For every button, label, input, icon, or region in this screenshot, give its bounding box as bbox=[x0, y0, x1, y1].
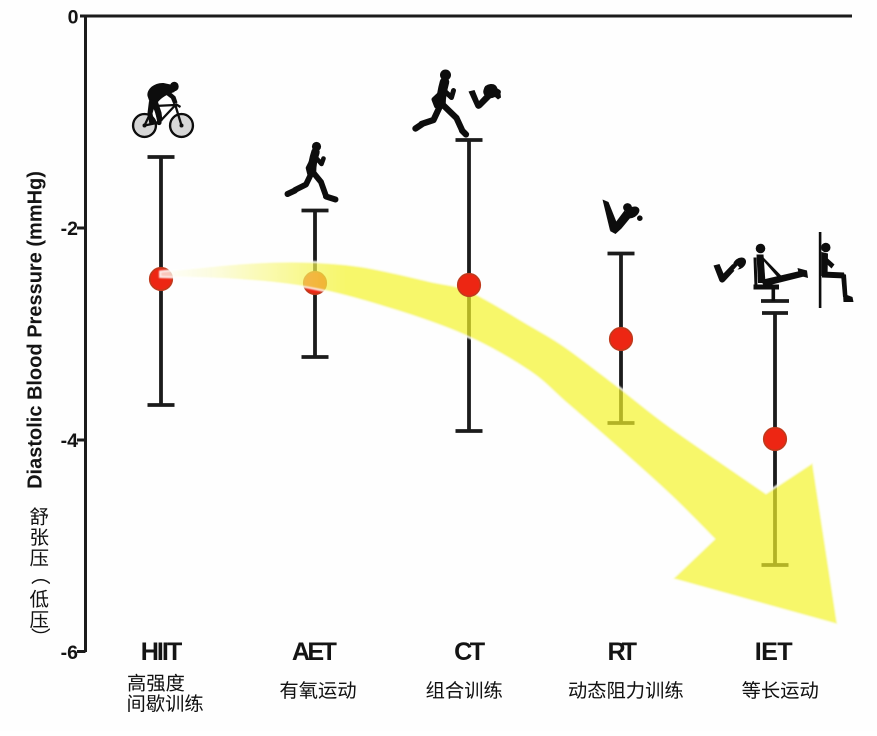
svg-text:-2: -2 bbox=[61, 218, 78, 240]
svg-text:RT: RT bbox=[608, 638, 638, 666]
svg-text:Diastolic Blood Pressure (mmHg: Diastolic Blood Pressure (mmHg) bbox=[25, 171, 47, 489]
svg-text:-6: -6 bbox=[61, 642, 78, 664]
svg-text:CT: CT bbox=[454, 638, 486, 666]
svg-text:IET: IET bbox=[755, 638, 794, 666]
svg-text:-4: -4 bbox=[61, 430, 78, 452]
svg-text:AET: AET bbox=[292, 638, 338, 666]
svg-text:HIIT: HIIT bbox=[141, 638, 183, 666]
svg-text:0: 0 bbox=[68, 7, 79, 29]
